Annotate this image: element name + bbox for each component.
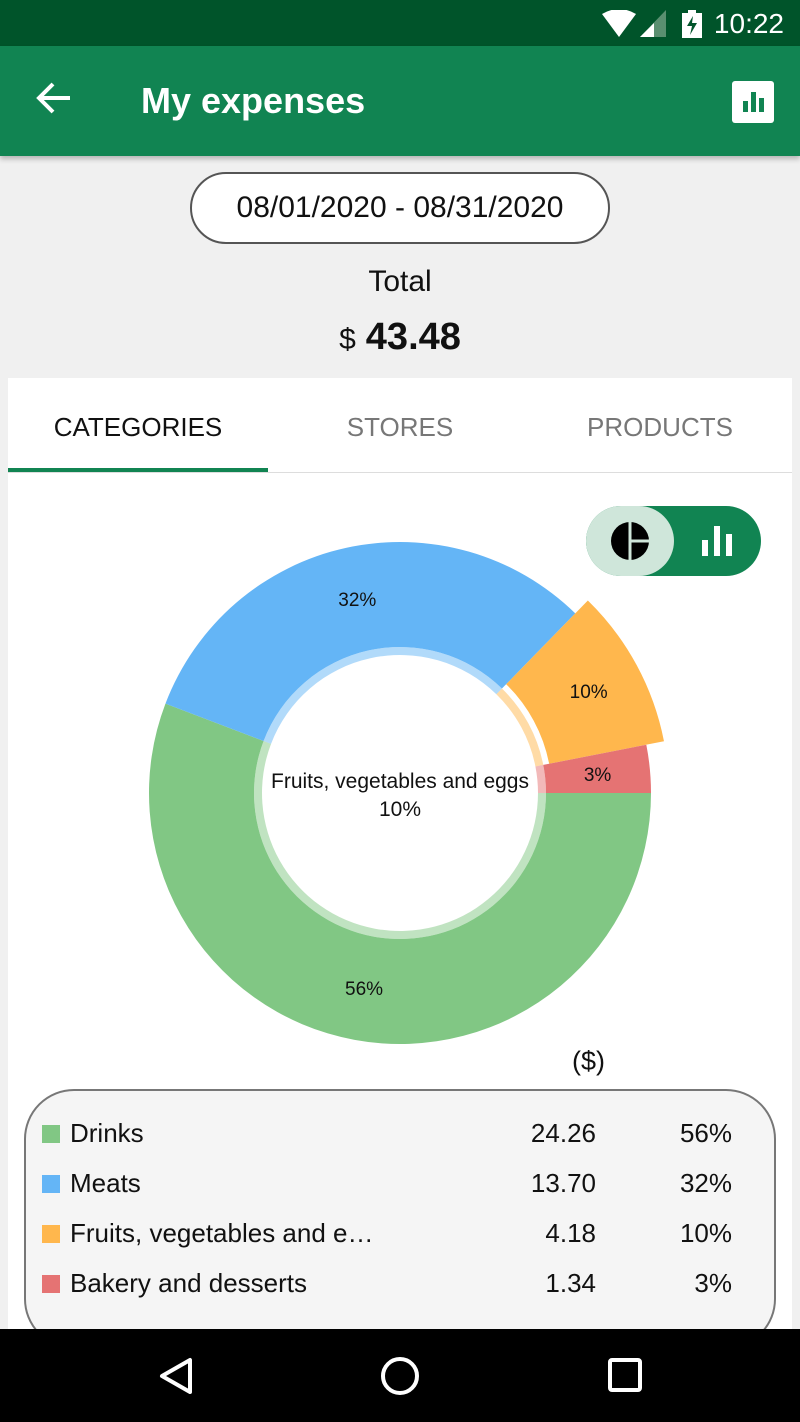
clock: 10:22	[713, 8, 784, 39]
legend-name: Bakery and desserts	[70, 1268, 308, 1298]
tab-bar: CATEGORIES STORES PRODUCTS	[8, 378, 792, 473]
battery-icon	[682, 10, 702, 38]
tab-categories[interactable]: CATEGORIES	[53, 412, 223, 442]
pie-option[interactable]	[586, 506, 674, 576]
legend-name: Meats	[70, 1168, 141, 1198]
navigation-bar	[0, 1329, 800, 1422]
donut-slice[interactable]	[148, 703, 651, 1044]
donut-center-label: Fruits, vegetables and eggs	[271, 770, 529, 793]
legend-percent: 3%	[694, 1268, 732, 1298]
date-range-button[interactable]: 08/01/2020 - 08/31/2020	[190, 172, 610, 244]
total-value: 43.48	[365, 316, 461, 358]
legend-value: 4.18	[545, 1218, 596, 1248]
legend-value: 13.70	[530, 1168, 596, 1198]
slice-label: 3%	[584, 765, 612, 786]
bar-chart-icon[interactable]	[700, 524, 736, 558]
chart-type-toggle[interactable]	[586, 506, 761, 576]
legend-percent: 56%	[679, 1118, 732, 1148]
page-title: My expenses	[141, 80, 366, 121]
donut-slice[interactable]	[165, 542, 576, 742]
slice-label: 10%	[570, 682, 608, 703]
donut-inner-ring	[496, 688, 544, 767]
legend-row[interactable]: Drinks 24.26 56%	[42, 1116, 732, 1156]
unit-label: ($)	[572, 1046, 605, 1076]
donut-chart: 56% 32% 10% 3% Fruits, vegetables and eggs 10…	[148, 542, 664, 1044]
legend-value: 1.34	[545, 1268, 596, 1298]
status-bar: 10:22	[0, 0, 800, 46]
back-arrow-icon[interactable]	[36, 82, 72, 114]
signal-icon	[640, 10, 666, 37]
donut-inner-ring	[263, 647, 502, 744]
app-bar: My expenses	[0, 46, 800, 156]
legend-row[interactable]: Bakery and desserts 1.34 3%	[42, 1266, 732, 1306]
tab-stores[interactable]: STORES	[346, 412, 454, 442]
bar-chart-button[interactable]	[732, 81, 774, 123]
legend-swatch	[42, 1175, 60, 1193]
legend-name: Fruits, vegetables and e…	[70, 1218, 374, 1248]
legend-row[interactable]: Fruits, vegetables and e… 4.18 10%	[42, 1216, 732, 1256]
legend-row[interactable]: Meats 13.70 32%	[42, 1166, 732, 1206]
legend-swatch	[42, 1125, 60, 1143]
legend-percent: 32%	[679, 1168, 732, 1198]
legend-percent: 10%	[679, 1218, 732, 1248]
tab-products[interactable]: PRODUCTS	[587, 412, 733, 442]
donut-inner-ring	[535, 764, 546, 793]
total-amount: $43.48	[0, 316, 800, 359]
tab-indicator	[8, 468, 268, 472]
donut-slice[interactable]	[506, 600, 664, 764]
expenses-card: CATEGORIES STORES PRODUCTS 56% 32% 10% 3% Fr…	[8, 378, 792, 1349]
legend-value: 24.26	[530, 1118, 596, 1148]
bar-chart-icon	[743, 92, 764, 112]
slice-label: 56%	[345, 979, 383, 1000]
back-nav-icon[interactable]	[158, 1357, 194, 1395]
total-label: Total	[368, 265, 432, 298]
donut-slice[interactable]	[543, 744, 651, 793]
donut-center-value: 10%	[379, 798, 421, 821]
currency-symbol: $	[339, 323, 356, 356]
wifi-icon	[602, 10, 636, 37]
legend-swatch	[42, 1275, 60, 1293]
legend-table	[24, 1089, 776, 1349]
pie-chart-icon	[611, 522, 649, 560]
legend-name: Drinks	[70, 1118, 144, 1148]
recents-icon[interactable]	[608, 1358, 642, 1392]
legend-swatch	[42, 1225, 60, 1243]
home-icon[interactable]	[380, 1356, 420, 1396]
slice-label: 32%	[338, 590, 376, 611]
